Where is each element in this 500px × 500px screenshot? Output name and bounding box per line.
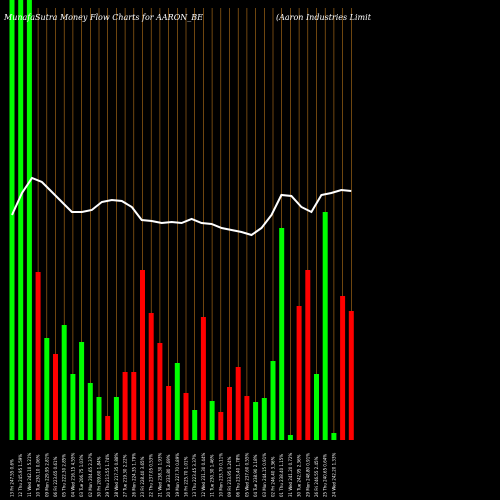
money-flow-bar <box>131 372 137 440</box>
money-flow-bar <box>235 367 241 440</box>
x-tick-label: 13 Thu 223.45 3.37% <box>192 454 197 497</box>
money-flow-bar <box>53 354 58 440</box>
x-tick-label: 10 Tue 230.10 0.06% <box>36 454 41 497</box>
x-tick-label: 27 Tue 219.30 2.22% <box>123 454 128 497</box>
x-tick-label: 21 Wed 238.30 1.93% <box>157 452 162 497</box>
money-flow-bar <box>279 228 285 440</box>
x-tick-label: 06 Thu 233.40 1.78% <box>236 454 241 497</box>
x-tick-label: 11 Wed 242.10 5.21% <box>27 452 32 497</box>
x-tick-label: 26 Fri 246.55 2.45% <box>314 456 319 497</box>
money-flow-bar <box>244 396 250 440</box>
money-flow-bar <box>26 0 32 440</box>
x-tick-label: 28 Wed 217.35 0.88% <box>114 452 119 497</box>
x-tick-label: 02 Fri 246.40 3.36% <box>271 456 276 497</box>
money-flow-bar <box>70 374 76 440</box>
money-flow-bar <box>218 412 224 440</box>
x-tick-label: 04 Tue 238.90 2.18% <box>253 454 258 497</box>
money-flow-bar <box>314 374 319 440</box>
x-tick-label: 31 Wed 241.20 0.72% <box>288 452 293 497</box>
x-tick-label: 29 Thu 213.55 1.74% <box>105 454 110 497</box>
money-flow-bar <box>140 270 145 440</box>
money-flow-bar <box>270 361 276 440</box>
x-tick-label: 25 Thu 240.65 0.64% <box>323 454 328 497</box>
x-tick-label: 16 Fri 225.70 1.01% <box>184 456 189 497</box>
money-flow-bar <box>113 397 119 440</box>
x-tick-label: 04 Wed 216.15 4.55% <box>70 452 75 497</box>
x-tick-label: 23 Fri 228.40 3.65% <box>140 456 145 497</box>
money-flow-bar <box>105 416 111 440</box>
x-tick-label: 01 Thu 238.40 1.15% <box>279 454 284 497</box>
x-tick-label: 30 Fri 209.60 1.84% <box>97 456 102 497</box>
x-tick-label: 30 Tue 242.95 2.36% <box>297 454 302 497</box>
x-tick-label: 24 Wed 242.20 1.33% <box>331 452 336 497</box>
money-flow-bar <box>227 387 232 440</box>
money-flow-bar <box>261 398 267 440</box>
x-tick-label: 11 Tue 230.30 1.46% <box>210 454 215 497</box>
money-flow-bar <box>331 433 337 440</box>
money-flow-bar <box>305 270 311 440</box>
x-tick-label: 09 Fri 233.95 0.24% <box>227 456 232 497</box>
x-tick-label: 02 Mon 204.65 2.37% <box>88 453 93 497</box>
money-flow-bar <box>35 272 41 440</box>
x-tick-label: 19 Mon 227.70 0.89% <box>175 453 180 497</box>
money-flow-bar <box>174 363 180 440</box>
money-flow-bar <box>322 212 328 440</box>
money-flow-bar <box>340 296 346 440</box>
x-tick-label: 09 Mon 229.95 2.81% <box>44 453 49 497</box>
x-axis-tick-labels: 13 Fri 247.55 0.6% 12 Thu 245.95 1.59% 11 … <box>10 452 337 497</box>
x-tick-label: 05 Thu 222.30 2.85% <box>62 454 67 497</box>
x-tick-label: 05 Wed 237.60 0.55% <box>244 452 249 497</box>
x-tick-label: 06 Fri 223.65 0.61% <box>53 456 58 497</box>
money-flow-bar <box>287 435 293 440</box>
money-flow-bar <box>96 397 102 440</box>
money-flow-bar <box>348 311 354 440</box>
x-tick-label: 13 Fri 247.55 0.6% <box>10 459 15 497</box>
money-flow-bar <box>9 0 15 440</box>
money-flow-bar <box>87 383 93 440</box>
money-flow-bar <box>44 338 50 440</box>
x-tick-label: 10 Mon 233.70 0.11% <box>218 453 223 497</box>
money-flow-bar <box>192 410 198 440</box>
money-flow-bar <box>61 325 67 440</box>
money-flow-bar <box>253 402 259 440</box>
money-flow-bar <box>79 342 85 440</box>
money-flow-bar <box>166 386 172 440</box>
x-tick-label: 12 Wed 231.30 0.44% <box>201 452 206 497</box>
x-tick-label: 12 Thu 245.95 1.59% <box>18 454 23 497</box>
money-flow-bar <box>148 313 154 440</box>
x-tick-label: 03 Tue 206.75 1.03% <box>79 454 84 497</box>
x-tick-label: 22 Thu 237.05 0.53% <box>149 454 154 497</box>
money-flow-bar <box>296 306 302 440</box>
x-tick-label: 26 Mon 224.35 1.79% <box>131 453 136 497</box>
price-line <box>11 176 352 237</box>
x-tick-label: 29 Mon 248.80 0.91% <box>305 453 310 497</box>
money-flow-bar <box>183 393 189 440</box>
x-tick-label: 03 Mon 244.15 0.91% <box>262 453 267 497</box>
x-tick-label: 20 Tue 233.80 2.69% <box>166 454 171 497</box>
money-flow-bar <box>209 401 215 440</box>
money-flow-bar <box>18 0 24 440</box>
money-flow-bar <box>157 343 163 440</box>
chart-title-left: MunafaSutra Money Flow Charts for AARON_… <box>3 13 203 22</box>
chart-title-right: (Aaron Industries Limit <box>276 13 372 22</box>
money-flow-bars <box>9 0 354 440</box>
money-flow-bar <box>122 372 128 440</box>
money-flow-bar <box>200 317 206 440</box>
